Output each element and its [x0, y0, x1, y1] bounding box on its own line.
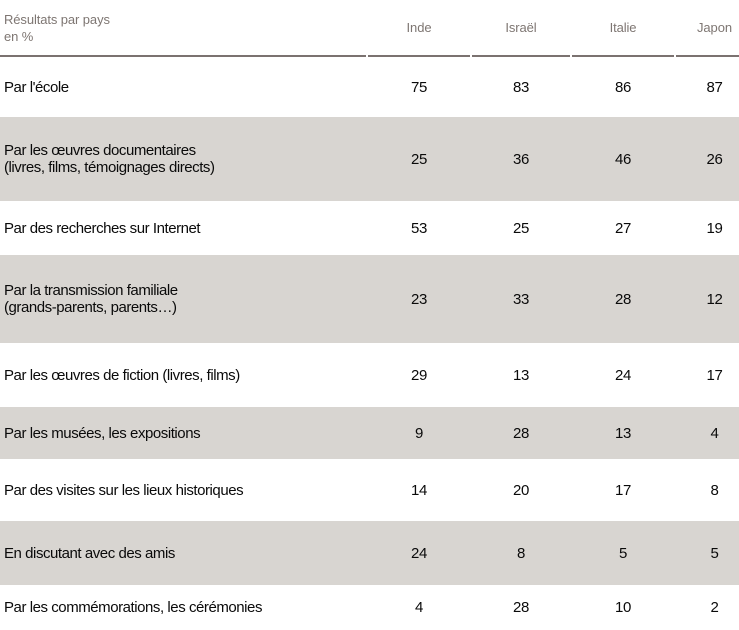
- value-inde: 29: [410, 366, 428, 384]
- row-label: Par la transmission familiale (grands-pa…: [0, 255, 366, 343]
- row-label-text: Par les musées, les expositions: [4, 424, 201, 442]
- value-italie: 27: [614, 219, 632, 237]
- value-israel: 28: [512, 599, 530, 616]
- value-italie: 46: [614, 150, 632, 168]
- row-label-subtext: (grands-parents, parents…): [4, 299, 177, 316]
- value-japon: 2: [710, 599, 719, 616]
- value-italie: 10: [614, 599, 632, 616]
- value-italie: 24: [614, 366, 632, 384]
- value-inde: 4: [414, 599, 424, 616]
- column-header-inde: Inde: [368, 0, 470, 57]
- value-japon: 4: [710, 424, 719, 442]
- value-japon: 87: [706, 78, 723, 96]
- row-label-text: Par les commémorations, les cérémonies: [4, 599, 262, 616]
- table-body: Par l'école 75 83 86 87 Par les œuvres d…: [0, 57, 739, 630]
- row-label-text: Par l'école: [4, 78, 69, 96]
- value-inde: 24: [410, 544, 428, 562]
- table-title: Résultats par pays en %: [0, 0, 366, 57]
- table-row: En discutant avec des amis 24 8 5 5: [0, 521, 739, 585]
- row-label: Par les commémorations, les cérémonies: [0, 585, 366, 630]
- value-japon: 26: [706, 150, 723, 168]
- value-inde: 25: [410, 150, 428, 168]
- value-israel: 8: [516, 544, 526, 562]
- row-label: Par les œuvres de fiction (livres, films…: [0, 343, 366, 407]
- value-japon: 17: [706, 366, 723, 384]
- row-label: En discutant avec des amis: [0, 521, 366, 585]
- table-title-line2: en %: [4, 28, 34, 44]
- row-label: Par l'école: [0, 57, 366, 117]
- value-israel: 83: [512, 78, 530, 96]
- value-israel: 25: [512, 219, 530, 237]
- value-israel: 28: [512, 424, 530, 442]
- value-inde: 14: [410, 481, 428, 499]
- column-header-italie: Italie: [572, 0, 674, 57]
- table-row: Par des recherches sur Internet 53 25 27…: [0, 201, 739, 255]
- column-header-japon: Japon: [676, 0, 739, 57]
- row-label: Par les musées, les expositions: [0, 407, 366, 459]
- value-italie: 17: [614, 481, 632, 499]
- value-inde: 53: [410, 219, 428, 237]
- column-header-israel: Israël: [472, 0, 570, 57]
- value-japon: 8: [710, 481, 719, 499]
- table-row: Par l'école 75 83 86 87: [0, 57, 739, 117]
- value-japon: 19: [706, 219, 723, 237]
- row-label-text: Par des recherches sur Internet: [4, 219, 201, 237]
- value-japon: 12: [706, 290, 723, 308]
- value-japon: 5: [710, 544, 719, 562]
- value-italie: 28: [614, 290, 632, 308]
- row-label: Par des recherches sur Internet: [0, 201, 366, 255]
- row-label-text: Par les œuvres documentaires: [4, 142, 196, 159]
- table-row: Par les commémorations, les cérémonies 4…: [0, 585, 739, 630]
- row-label-subtext: (livres, films, témoignages directs): [4, 159, 215, 176]
- table-row: Par les œuvres documentaires (livres, fi…: [0, 117, 739, 201]
- value-italie: 13: [614, 424, 632, 442]
- table-header: Résultats par pays en % Inde Israël Ital…: [0, 0, 739, 57]
- value-israel: 20: [512, 481, 530, 499]
- row-label-text: Par la transmission familiale: [4, 282, 178, 299]
- row-label-text: Par les œuvres de fiction (livres, films…: [4, 366, 240, 384]
- table-row: Par les musées, les expositions 9 28 13 …: [0, 407, 739, 459]
- table-title-line1: Résultats par pays: [4, 11, 110, 27]
- row-label-text: Par des visites sur les lieux historique…: [4, 481, 244, 499]
- value-israel: 33: [512, 290, 530, 308]
- value-inde: 9: [414, 424, 424, 442]
- value-inde: 75: [410, 78, 428, 96]
- table-row: Par des visites sur les lieux historique…: [0, 459, 739, 521]
- value-israel: 36: [512, 150, 530, 168]
- value-israel: 13: [512, 366, 530, 384]
- value-italie: 86: [614, 78, 632, 96]
- value-italie: 5: [618, 544, 628, 562]
- value-inde: 23: [410, 290, 428, 308]
- row-label-text: En discutant avec des amis: [4, 544, 175, 562]
- row-label: Par des visites sur les lieux historique…: [0, 459, 366, 521]
- table-row: Par la transmission familiale (grands-pa…: [0, 255, 739, 343]
- row-label: Par les œuvres documentaires (livres, fi…: [0, 117, 366, 201]
- table-row: Par les œuvres de fiction (livres, films…: [0, 343, 739, 407]
